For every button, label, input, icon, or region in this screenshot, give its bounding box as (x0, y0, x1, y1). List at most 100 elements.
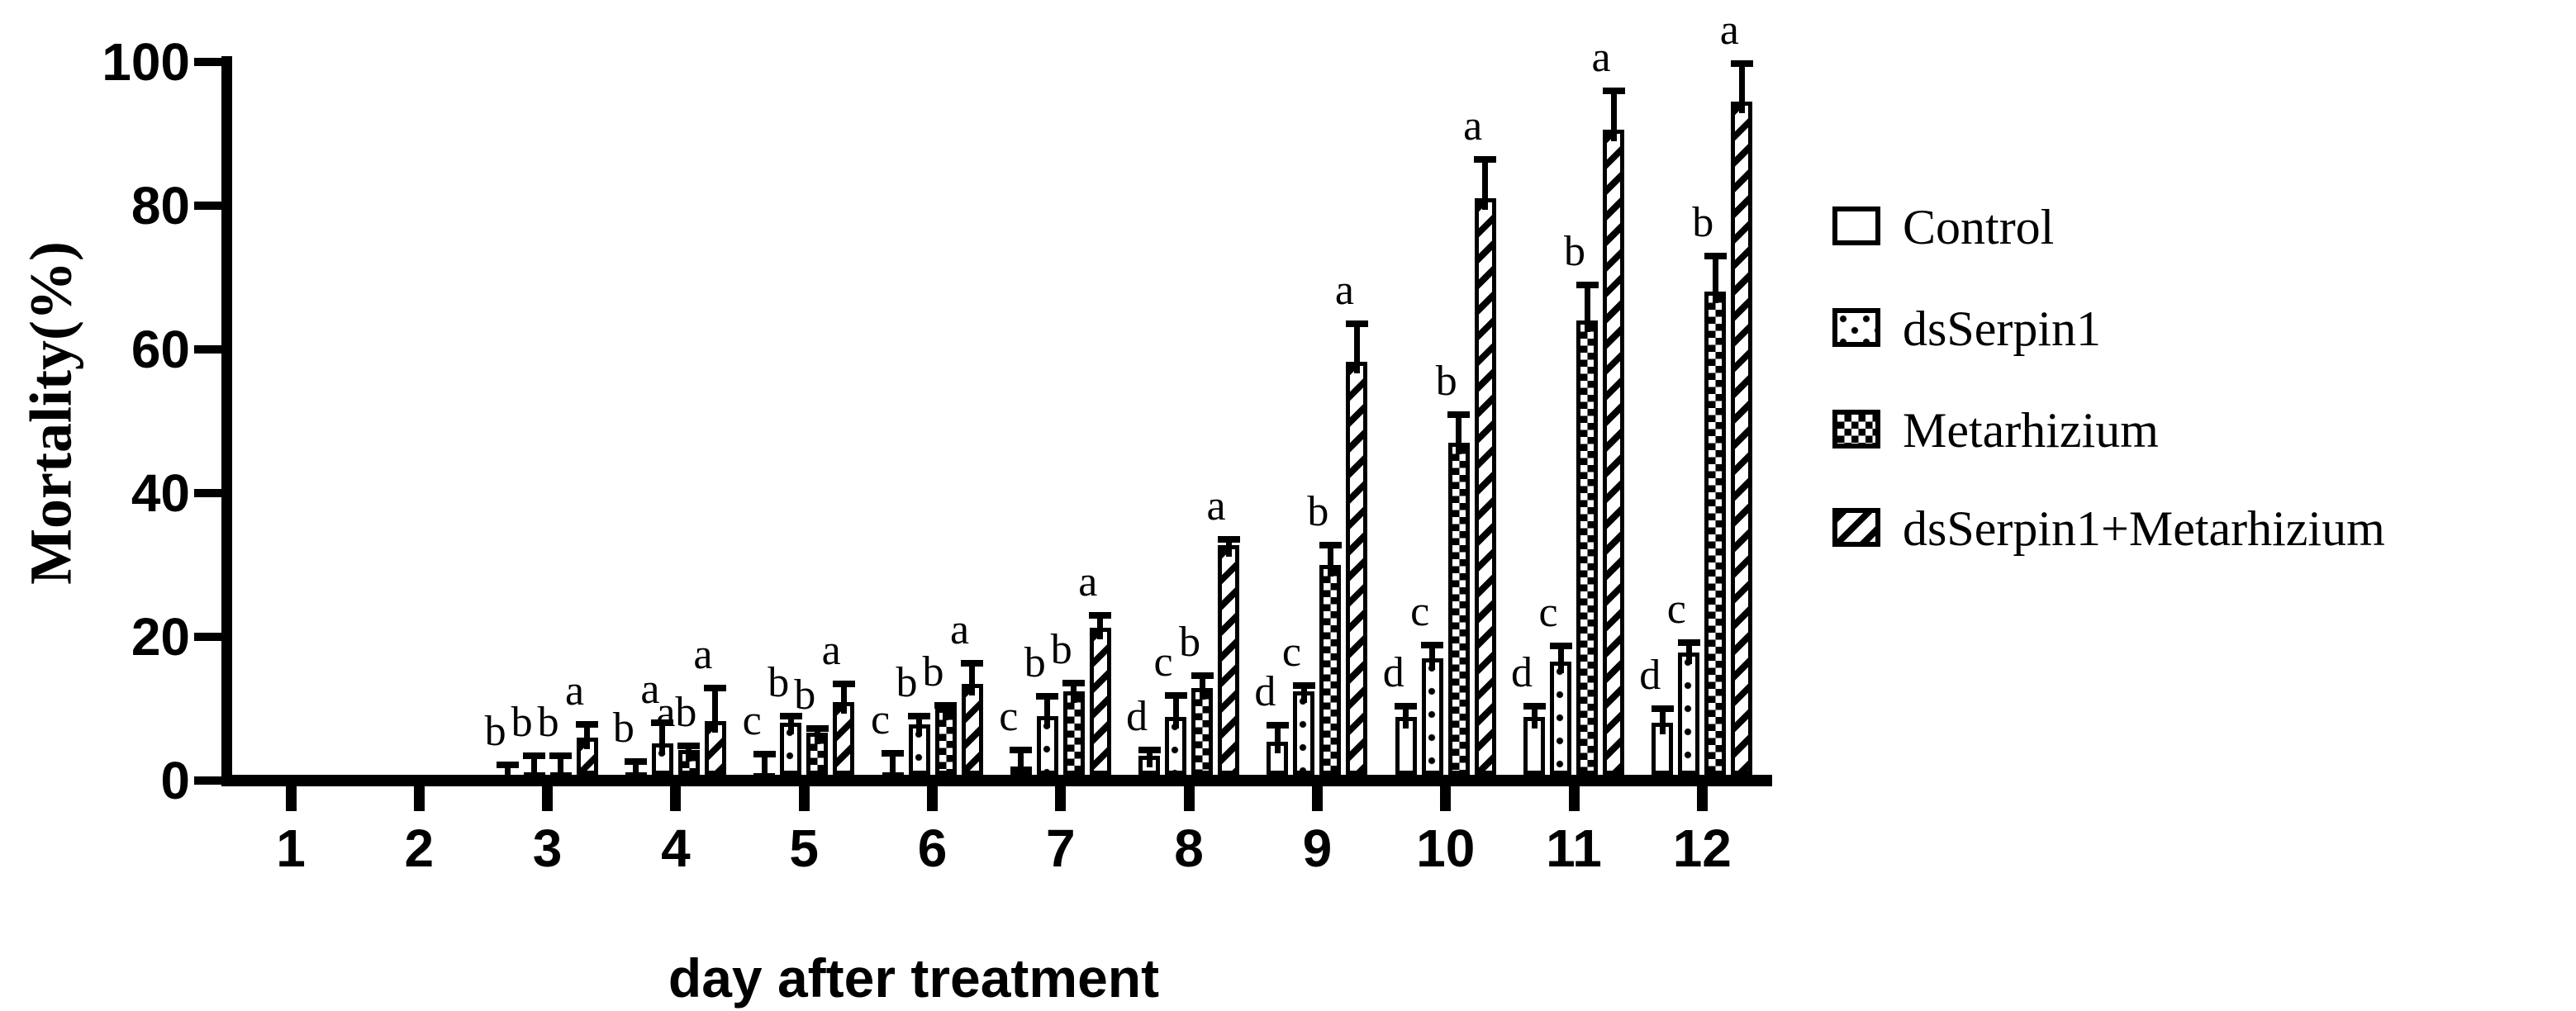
error-bar-cap (882, 749, 904, 757)
x-tick (1311, 786, 1323, 811)
error-bar-line (1071, 682, 1077, 704)
y-tick-label: 0 (160, 751, 190, 810)
significance-letter: d (1639, 652, 1661, 699)
error-bar-cap (1704, 252, 1727, 259)
significance-letter: b (768, 658, 790, 706)
error-bar-cap (704, 684, 727, 691)
x-tick (285, 786, 297, 811)
error-bar-line (1712, 255, 1718, 304)
bar-metarhizium-day12 (1704, 292, 1727, 775)
significance-letter: b (484, 707, 506, 755)
error-bar-line (1584, 284, 1590, 333)
bar-dsserpin1-metarhizium-day8 (1218, 544, 1240, 775)
legend-swatch-checker (1832, 410, 1880, 449)
error-bar-line (1531, 706, 1538, 729)
error-bar-line (761, 753, 768, 786)
bar-dsserpin1-metarhizium-day11 (1603, 129, 1624, 775)
error-bar-cap (1062, 679, 1086, 686)
error-bar-line (1274, 725, 1281, 753)
significance-letter: b (922, 648, 944, 695)
y-axis-line (221, 56, 232, 786)
y-axis-title: Mortality(%) (17, 241, 84, 585)
error-bar-cap (1549, 643, 1572, 650)
error-bar-cap (1576, 281, 1599, 288)
significance-letter: a (1719, 6, 1739, 54)
bar-dsserpin1-day8 (1165, 716, 1187, 775)
error-bar-line (1044, 696, 1051, 728)
bar-dsserpin1-day10 (1421, 658, 1443, 775)
error-bar-cap (1421, 642, 1444, 649)
error-bar-cap (1010, 746, 1033, 753)
x-axis-title: day after treatment (668, 947, 1160, 1009)
y-tick (194, 202, 221, 210)
significance-letter: a (693, 630, 713, 678)
bar-dsserpin1-metarhizium-day10 (1474, 198, 1496, 775)
x-tick (1055, 786, 1067, 811)
x-tick-label: 7 (1046, 819, 1076, 878)
error-bar-line (840, 684, 847, 714)
x-tick-label: 4 (661, 819, 691, 878)
bar-dsserpin1-metarhizium-day9 (1346, 361, 1368, 775)
error-bar-cap (753, 750, 776, 757)
error-bar-line (814, 729, 820, 744)
error-bar-line (1300, 686, 1307, 704)
error-bar-cap (908, 712, 930, 719)
significance-letter: c (870, 695, 891, 743)
bar-dsserpin1-day9 (1293, 691, 1315, 775)
error-bar-line (890, 752, 896, 784)
y-tick-label: 20 (131, 607, 190, 667)
error-bar-line (1557, 646, 1564, 674)
error-bar-line (659, 723, 666, 755)
significance-letter: d (1254, 668, 1276, 715)
error-bar-cap (1677, 638, 1700, 646)
significance-letter: ab (656, 689, 697, 737)
error-bar-line (584, 724, 591, 749)
significance-letter: d (1511, 649, 1533, 697)
error-bar-cap (1523, 703, 1546, 710)
x-tick-label: 10 (1416, 819, 1476, 878)
x-tick-label: 3 (532, 819, 563, 878)
legend-swatch-stripes (1832, 508, 1880, 547)
error-bar-line (1482, 159, 1489, 211)
y-tick (194, 776, 221, 785)
significance-letter: b (1050, 625, 1072, 673)
significance-letter: a (1078, 558, 1098, 605)
error-bar-cap (1319, 541, 1342, 548)
error-bar-cap (961, 660, 983, 667)
bar-dsserpin1-metarhizium-day12 (1731, 101, 1753, 775)
significance-letter: a (565, 667, 585, 715)
significance-letter: b (1179, 618, 1201, 666)
bar-dsserpin1-day12 (1678, 653, 1700, 775)
bar-metarhizium-day8 (1191, 687, 1214, 775)
x-tick (927, 786, 938, 811)
error-bar-line (1738, 63, 1745, 113)
bar-metarhizium-day6 (934, 709, 957, 775)
x-tick-label: 12 (1672, 819, 1732, 878)
significance-letter: b (1307, 487, 1329, 535)
x-tick (542, 786, 554, 811)
error-bar-line (943, 705, 948, 720)
error-bar-cap (1602, 87, 1625, 94)
significance-letter: b (511, 698, 533, 746)
error-bar-cap (1089, 611, 1112, 619)
error-bar-line (1353, 323, 1360, 373)
error-bar-line (787, 715, 794, 735)
error-bar-line (916, 715, 922, 737)
significance-letter: c (1666, 585, 1686, 633)
error-bar-cap (677, 743, 701, 750)
error-bar-line (1327, 544, 1333, 577)
x-tick (670, 786, 682, 811)
significance-letter: a (949, 606, 970, 654)
error-bar-line (531, 755, 538, 784)
error-bar-line (1403, 706, 1409, 729)
significance-letter: b (537, 698, 559, 746)
significance-letter: a (640, 666, 660, 714)
error-bar-cap (1138, 747, 1161, 754)
error-bar-line (1172, 695, 1179, 729)
error-bar-line (686, 746, 692, 762)
significance-letter: c (742, 696, 762, 744)
bar-metarhizium-day11 (1576, 320, 1598, 775)
error-bar-line (1146, 750, 1153, 768)
error-bar-line (1018, 749, 1024, 778)
bar-dsserpin1-day6 (908, 724, 930, 775)
